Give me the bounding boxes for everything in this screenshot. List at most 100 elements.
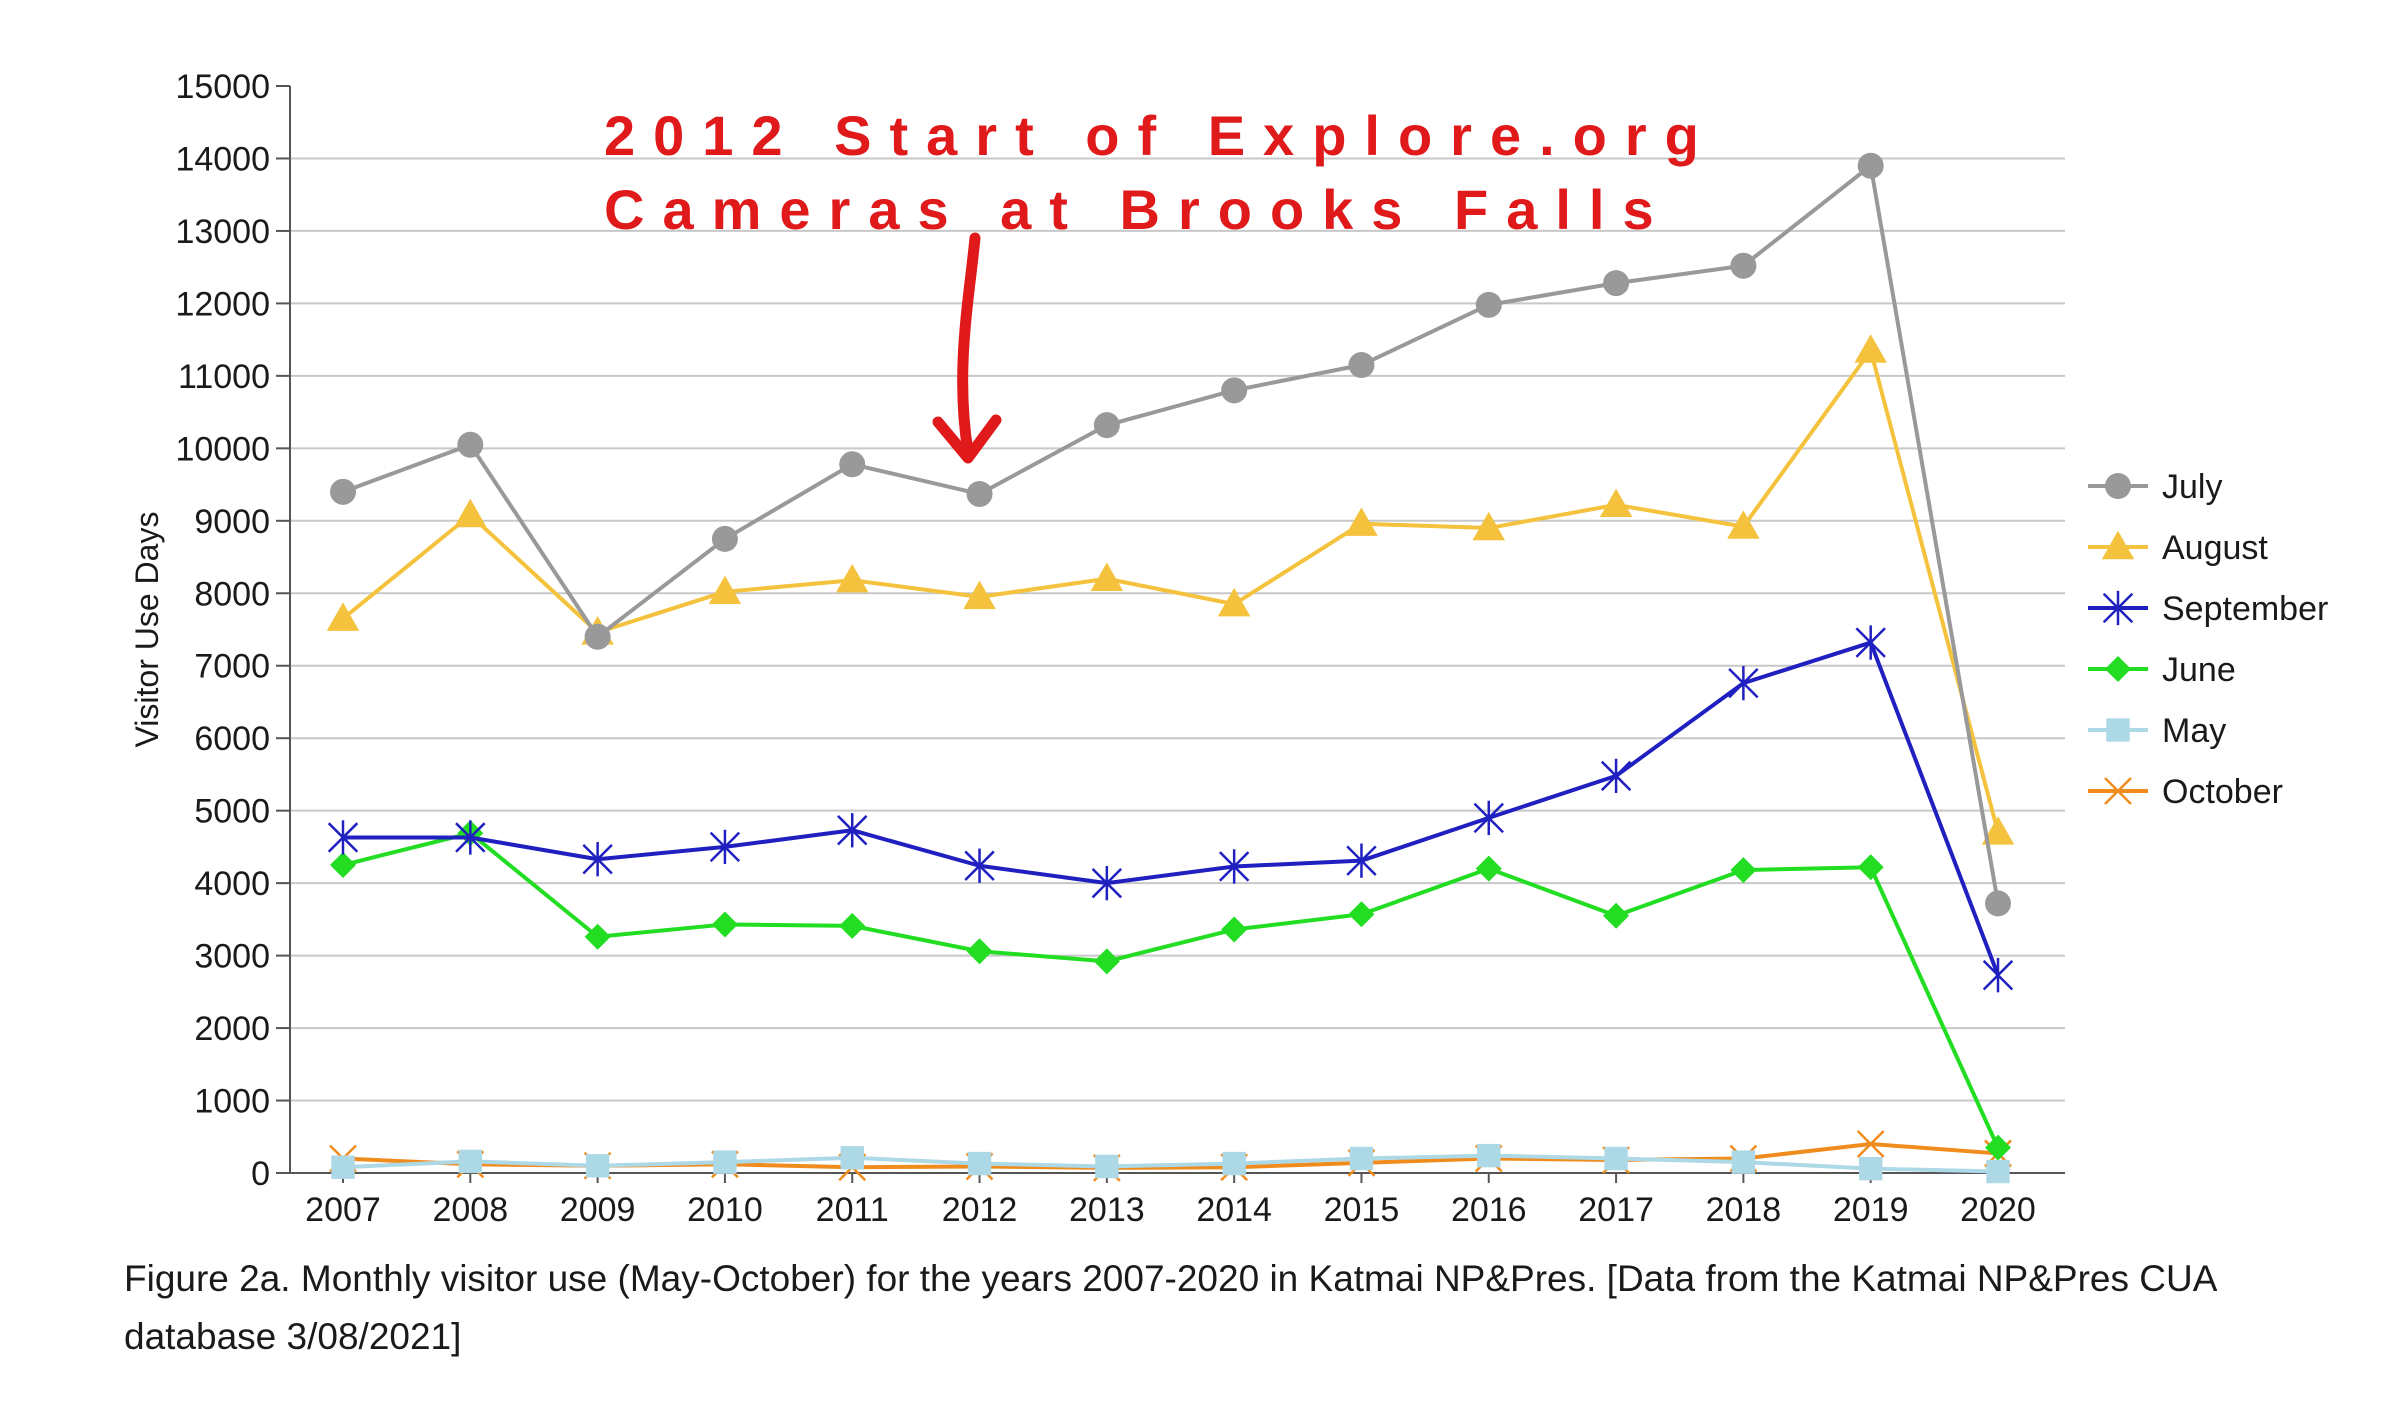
series-august bbox=[326, 334, 2015, 845]
data-point-may bbox=[1731, 1150, 1756, 1174]
data-point-july bbox=[1221, 377, 1248, 404]
y-tick-label: 3000 bbox=[194, 938, 270, 976]
legend-label-june: June bbox=[2162, 651, 2236, 689]
data-point-july bbox=[1603, 270, 1630, 297]
series-september bbox=[327, 625, 2014, 993]
data-point-june bbox=[1093, 948, 1120, 975]
x-tick-label: 2007 bbox=[305, 1191, 381, 1229]
data-point-june bbox=[1221, 916, 1248, 943]
data-point-july bbox=[1348, 351, 1375, 378]
data-point-august bbox=[1345, 507, 1378, 536]
data-point-september bbox=[1600, 758, 1632, 794]
data-point-june bbox=[839, 912, 866, 939]
legend-item-august: August bbox=[2088, 529, 2268, 567]
y-tick-label: 9000 bbox=[194, 503, 270, 541]
y-tick-label: 0 bbox=[251, 1155, 270, 1193]
data-point-july bbox=[966, 480, 993, 507]
series-july bbox=[330, 152, 2011, 917]
series-line-may bbox=[342, 1153, 1999, 1174]
data-point-september bbox=[837, 813, 868, 848]
data-point-july bbox=[1475, 291, 1502, 318]
y-tick-label: 7000 bbox=[194, 648, 270, 686]
x-tick-label: 2008 bbox=[432, 1191, 508, 1229]
legend-item-may: May bbox=[2088, 712, 2226, 750]
y-tick-label: 1000 bbox=[194, 1083, 270, 1121]
x-tick-label: 2009 bbox=[560, 1191, 636, 1229]
y-tick-label: 6000 bbox=[194, 720, 270, 758]
legend-marker-september bbox=[2102, 590, 2134, 626]
annotation-arrow-shaft bbox=[957, 232, 981, 458]
annotation: 2012 Start of Explore.org Cameras at Broo… bbox=[604, 104, 1717, 464]
x-tick-label: 2017 bbox=[1578, 1191, 1654, 1229]
legend-item-october: October bbox=[2088, 773, 2283, 811]
data-point-october bbox=[1856, 1130, 1885, 1158]
x-tick-label: 2014 bbox=[1196, 1191, 1272, 1229]
data-point-september bbox=[327, 820, 359, 855]
data-point-september bbox=[1982, 958, 2014, 993]
data-point-august bbox=[1981, 816, 2015, 845]
data-point-september bbox=[1346, 843, 1377, 878]
y-axis-title: Visitor Use Days bbox=[129, 512, 165, 748]
data-point-may bbox=[1222, 1151, 1246, 1176]
data-point-september bbox=[1855, 625, 1886, 660]
legend-item-july: July bbox=[2088, 468, 2222, 506]
data-point-may bbox=[1095, 1154, 1119, 1179]
series-lines bbox=[326, 152, 2015, 1184]
data-point-may bbox=[1477, 1143, 1501, 1168]
legend-marker-july bbox=[2105, 473, 2131, 499]
data-point-september bbox=[455, 820, 486, 855]
data-point-may bbox=[1858, 1156, 1883, 1181]
data-point-july bbox=[457, 431, 484, 458]
data-point-july bbox=[1857, 152, 1884, 179]
data-point-may bbox=[458, 1149, 483, 1174]
legend-item-september: September bbox=[2088, 590, 2328, 628]
axes: 0 1000 2000 3000 4000 5000 6000 7000 8000 9000 100… bbox=[129, 68, 2065, 1229]
data-point-june bbox=[1475, 855, 1502, 882]
x-tick-label: 2013 bbox=[1069, 1191, 1145, 1229]
data-point-june bbox=[584, 923, 611, 950]
x-tick-label: 2018 bbox=[1706, 1191, 1782, 1229]
x-tick-label: 2016 bbox=[1451, 1191, 1527, 1229]
series-line-september bbox=[343, 640, 2000, 976]
y-tick-label: 5000 bbox=[194, 793, 270, 831]
data-point-september bbox=[1473, 800, 1504, 836]
data-point-may bbox=[1604, 1146, 1628, 1171]
data-point-july bbox=[839, 451, 866, 478]
y-tick-label: 8000 bbox=[194, 575, 270, 613]
data-point-june bbox=[1857, 854, 1884, 881]
data-point-august bbox=[1727, 510, 1760, 539]
data-point-june bbox=[711, 911, 738, 938]
annotation-arrow-head bbox=[932, 414, 1002, 464]
legend-label-may: May bbox=[2162, 712, 2226, 750]
legend-marker-may bbox=[2106, 718, 2130, 742]
data-point-may bbox=[967, 1151, 992, 1176]
x-tick-label: 2020 bbox=[1960, 1191, 2036, 1229]
y-tick-label: 13000 bbox=[175, 213, 270, 251]
data-point-september bbox=[709, 829, 741, 865]
series-line-july bbox=[342, 163, 2000, 904]
data-point-september bbox=[1218, 849, 1250, 884]
y-tick-label: 2000 bbox=[194, 1010, 270, 1048]
series-line-june bbox=[342, 831, 2000, 1149]
x-tick-label: 2011 bbox=[816, 1191, 889, 1229]
y-tick-label: 15000 bbox=[175, 68, 270, 106]
x-tick-label: 2015 bbox=[1324, 1191, 1400, 1229]
annotation-text: 2012 Start of Explore.org bbox=[604, 104, 1717, 167]
figure-caption: Figure 2a. Monthly visitor use (May-Octo… bbox=[124, 1258, 2216, 1357]
series-line-august bbox=[341, 348, 2000, 833]
series-may bbox=[331, 1143, 2010, 1184]
data-point-september bbox=[964, 848, 995, 883]
data-point-september bbox=[1728, 665, 1759, 701]
data-point-september bbox=[582, 842, 613, 877]
data-point-august bbox=[1090, 562, 1124, 591]
data-point-july bbox=[711, 525, 738, 552]
data-point-june bbox=[1348, 901, 1375, 928]
data-point-august bbox=[1599, 488, 1633, 518]
data-point-june bbox=[1730, 857, 1757, 884]
data-point-may bbox=[1986, 1159, 2010, 1184]
legend-label-september: September bbox=[2162, 590, 2328, 628]
legend-item-june: June bbox=[2088, 651, 2236, 689]
data-point-august bbox=[835, 563, 869, 593]
